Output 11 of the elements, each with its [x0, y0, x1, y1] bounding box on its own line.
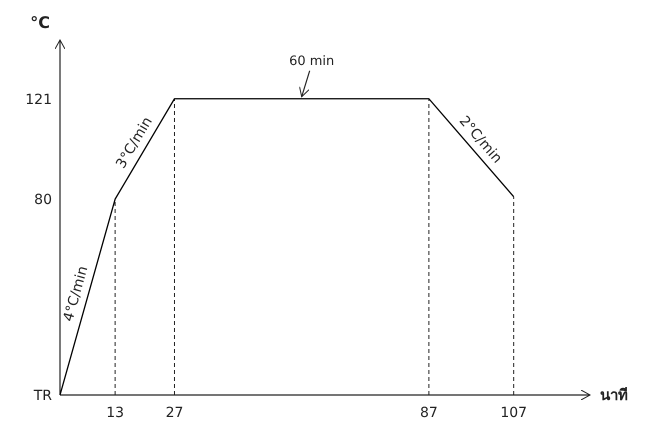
- y-axis-title: °C: [30, 13, 50, 32]
- x-tick-label: 13: [106, 405, 124, 421]
- y-tick-label: 80: [34, 192, 52, 208]
- y-tick-label: 121: [25, 92, 52, 108]
- x-tick-label: 27: [166, 405, 184, 421]
- x-tick-label: 87: [420, 405, 438, 421]
- annotation: 60 min: [289, 54, 334, 69]
- line-series: [59, 98, 514, 396]
- y-tick-label: TR: [32, 388, 52, 404]
- x-tick-label: 107: [500, 405, 528, 421]
- x-axis-title: นาที: [600, 386, 628, 404]
